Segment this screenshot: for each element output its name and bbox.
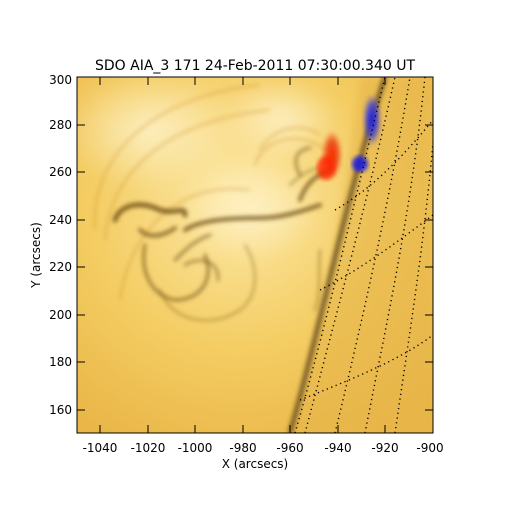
y-tick-label: 200 xyxy=(49,308,72,322)
y-tick-label: 220 xyxy=(49,260,72,274)
plot-title: SDO AIA_3 171 24-Feb-2011 07:30:00.340 U… xyxy=(95,58,415,74)
plot-frame xyxy=(76,76,434,434)
y-tick-label: 240 xyxy=(49,213,72,227)
solar-image xyxy=(77,77,433,433)
x-tick-label: -960 xyxy=(276,441,303,455)
x-axis: -1040 -1020 -1000 -980 -960 -940 -920 -9… xyxy=(83,77,444,471)
heliographic-grid xyxy=(294,77,433,433)
x-axis-label: X (arcsecs) xyxy=(222,457,289,471)
x-tick-label: -920 xyxy=(371,441,398,455)
y-tick-label: 180 xyxy=(49,355,72,369)
y-tick-label: 300 xyxy=(49,73,72,87)
x-tick-label: -980 xyxy=(229,441,256,455)
x-tick-label: -1040 xyxy=(83,441,118,455)
x-tick-label: -900 xyxy=(416,441,443,455)
y-axis: 160 180 200 220 240 260 280 300 Y (arcse… xyxy=(29,73,433,417)
x-tick-label: -1020 xyxy=(131,441,166,455)
x-tick-label: -1000 xyxy=(178,441,213,455)
y-tick-label: 280 xyxy=(49,118,72,132)
y-axis-label: Y (arcsecs) xyxy=(29,222,43,289)
x-tick-label: -940 xyxy=(324,441,351,455)
y-tick-label: 160 xyxy=(49,403,72,417)
y-tick-label: 260 xyxy=(49,165,72,179)
